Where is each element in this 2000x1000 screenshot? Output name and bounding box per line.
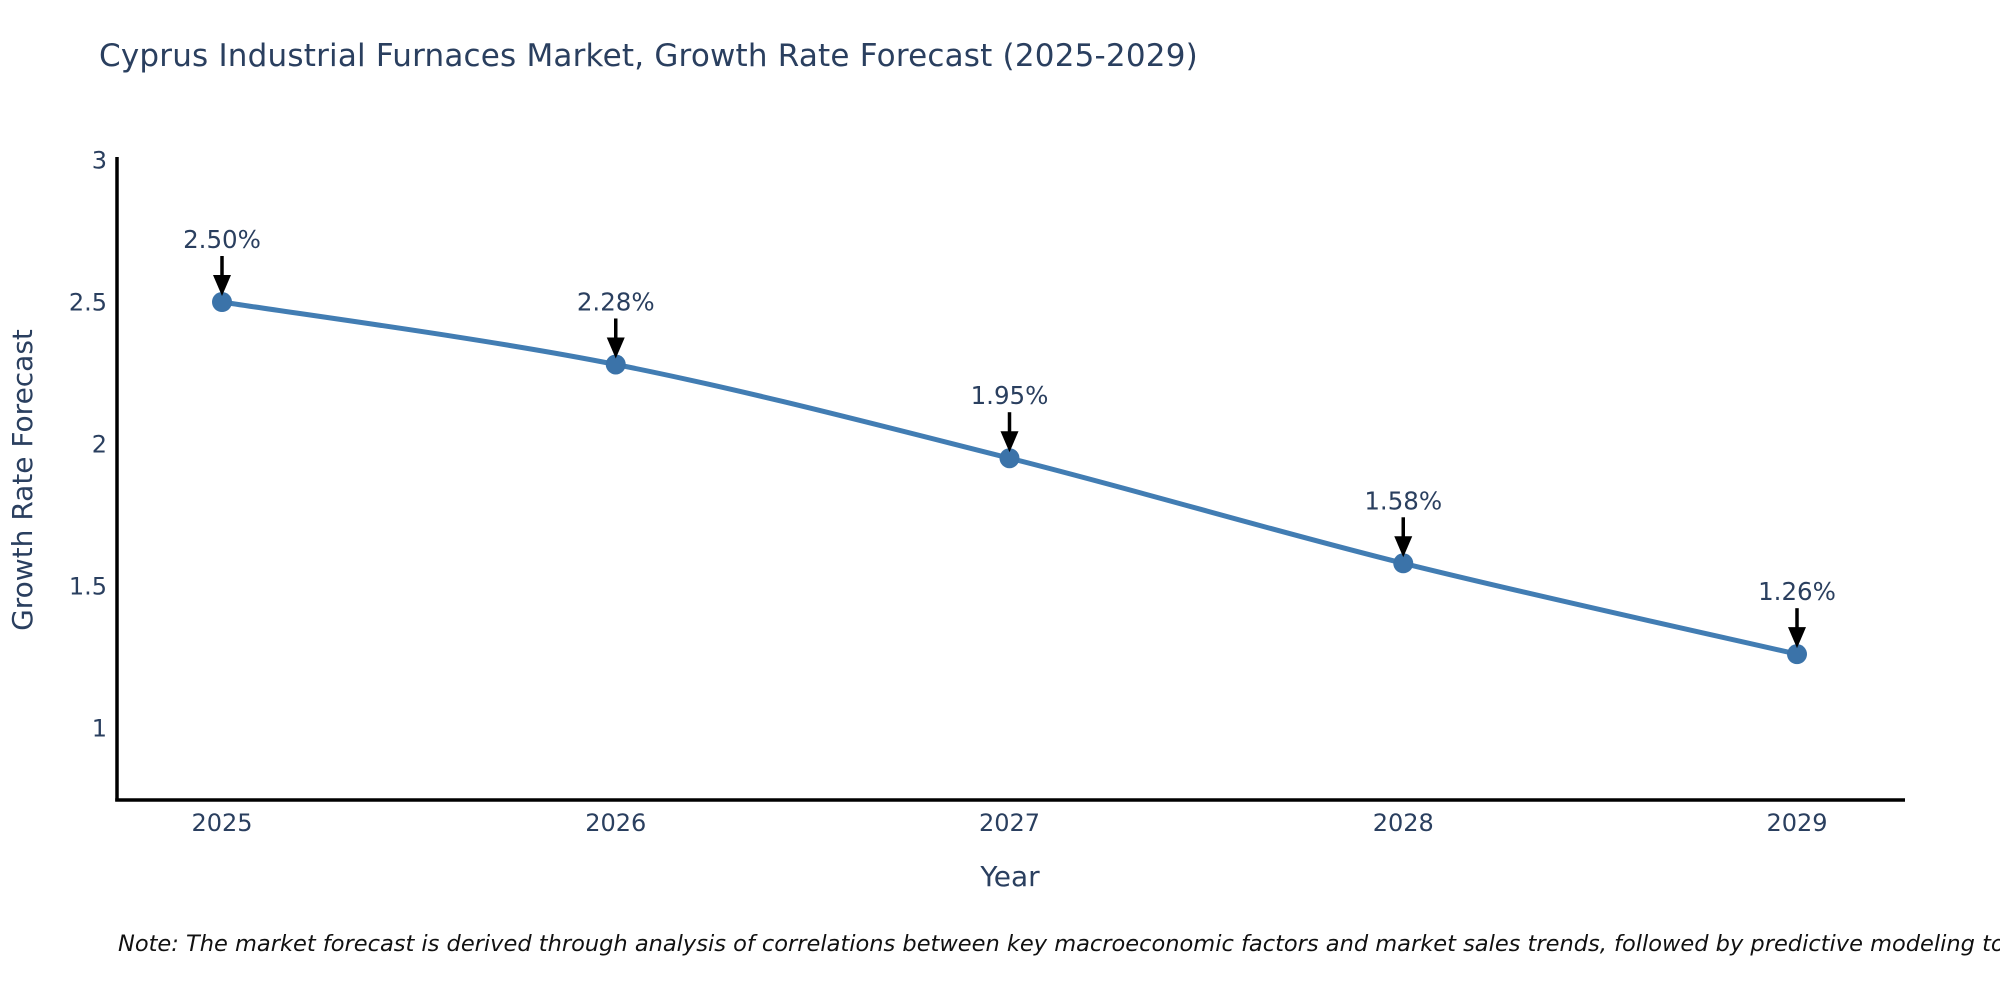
annotation-arrow-head (606, 337, 625, 359)
data-series (212, 292, 1807, 665)
x-tick-label: 2026 (585, 809, 646, 837)
axis-ticks: 3 2.5 2 1.5 1 2025 2026 2027 2028 2029 (69, 147, 1828, 838)
x-tick-label: 2025 (191, 809, 252, 837)
annotations: 2.50% 2.28% 1.95% 1.58% 1.26% (183, 225, 1836, 649)
annotation-arrow-head (1394, 536, 1413, 558)
y-tick-label: 1 (92, 715, 107, 743)
data-point-2027[interactable] (999, 448, 1020, 469)
chart-title: Cyprus Industrial Furnaces Market, Growt… (99, 38, 1198, 74)
y-tick-label: 3 (92, 147, 107, 175)
annotation-arrow-head (1000, 431, 1019, 453)
data-point-2028[interactable] (1393, 553, 1414, 574)
y-tick-label: 2 (92, 431, 107, 459)
annotation-arrow-head (213, 275, 231, 296)
footnote: Note: The market forecast is derived thr… (118, 931, 2000, 957)
data-point-2026[interactable] (605, 354, 626, 375)
point-label: 1.95% (971, 381, 1049, 410)
annotation-arrow-head (1788, 627, 1806, 649)
point-label: 1.26% (1758, 577, 1836, 606)
point-label: 1.58% (1364, 486, 1442, 515)
data-point-2029[interactable] (1787, 644, 1807, 665)
x-axis-label: Year (979, 860, 1040, 893)
point-label: 2.50% (183, 225, 261, 254)
data-point-2025[interactable] (212, 292, 232, 312)
y-tick-label: 1.5 (69, 573, 107, 601)
x-tick-label: 2027 (979, 809, 1040, 837)
y-tick-label: 2.5 (69, 289, 107, 317)
x-tick-label: 2028 (1373, 809, 1434, 837)
x-tick-label: 2029 (1766, 809, 1827, 837)
trend-line (219, 299, 1800, 657)
point-label: 2.28% (577, 287, 655, 316)
y-axis-label: Growth Rate Forecast (6, 329, 39, 631)
